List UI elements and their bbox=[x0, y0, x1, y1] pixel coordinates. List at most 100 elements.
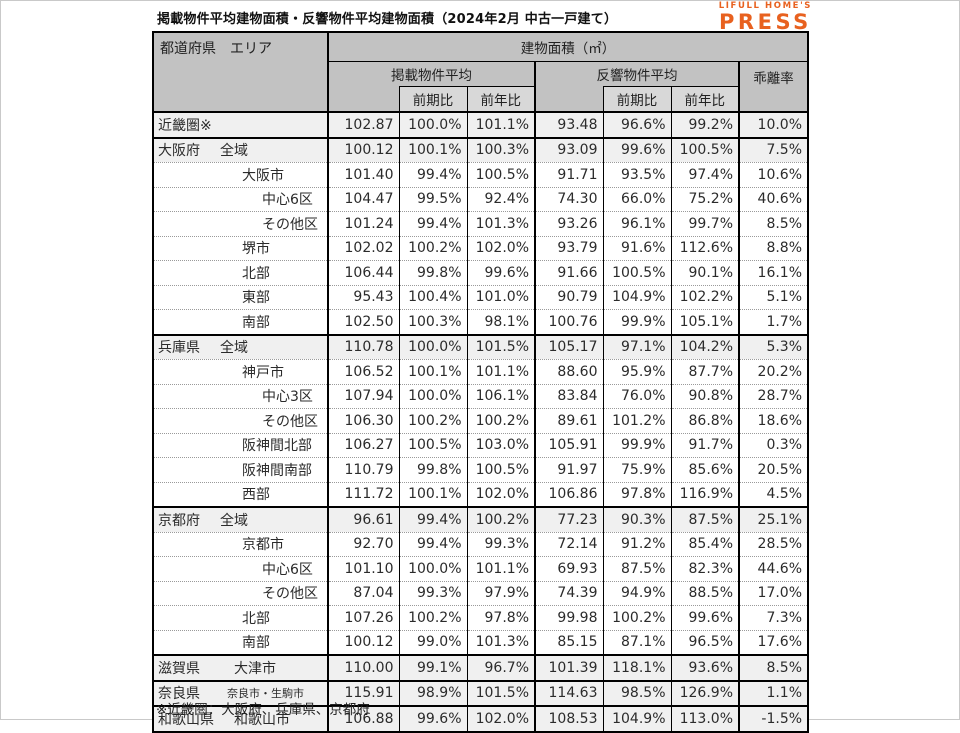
row-label-cell: 奈良県 奈良市・生駒市 bbox=[152, 679, 329, 706]
area-label: 堺市 bbox=[242, 241, 270, 258]
value-cell: 100.5% bbox=[602, 260, 672, 285]
row-label-cell: 北部 bbox=[152, 605, 329, 630]
value-cell: 8.5% bbox=[738, 654, 809, 681]
row-label-cell: 近畿圏※ bbox=[152, 111, 329, 138]
value-cell: 98.5% bbox=[602, 679, 672, 706]
value-cell: 92.70 bbox=[327, 531, 400, 557]
lifull-homes-press-logo: LIFULL HOME'S PRESS bbox=[719, 2, 812, 33]
value-cell: 100.0% bbox=[398, 333, 468, 360]
table-row: 阪神間北部 106.27 100.5% 103.0% 105.91 99.9% 91.7% 0… bbox=[152, 432, 809, 458]
value-cell: 18.6% bbox=[738, 408, 809, 433]
table-row: 滋賀県 大津市 110.00 99.1% 96.7% 101.39 118.1% 93.6% 8… bbox=[152, 654, 809, 681]
table-row: 大阪市 101.40 99.4% 100.5% 91.71 93.5% 97.4% 10.6% bbox=[152, 162, 809, 187]
value-cell: 87.04 bbox=[327, 580, 400, 606]
area-label: 全域 bbox=[220, 143, 248, 160]
area-label: 全域 bbox=[220, 512, 248, 529]
value-cell: 66.0% bbox=[602, 186, 672, 212]
value-cell: 101.3% bbox=[466, 211, 536, 236]
table-row: 南部 102.50 100.3% 98.1% 100.76 99.9% 105.1% 1.7% bbox=[152, 309, 809, 335]
value-cell: 99.3% bbox=[466, 531, 536, 557]
table-row: 京都市 92.70 99.4% 99.3% 72.14 91.2% 85.4% 28.5% bbox=[152, 531, 809, 557]
value-cell: 7.3% bbox=[738, 605, 809, 630]
value-cell: 98.1% bbox=[466, 309, 536, 335]
value-cell: 74.39 bbox=[534, 580, 604, 606]
value-cell: 91.7% bbox=[670, 432, 740, 458]
value-cell: 102.50 bbox=[327, 309, 400, 335]
area-label: 西部 bbox=[242, 487, 270, 504]
value-cell: 106.27 bbox=[327, 432, 400, 458]
value-cell: 114.63 bbox=[534, 679, 604, 706]
area-label: 阪神間北部 bbox=[242, 438, 312, 455]
table-row: 中心6区 101.10 100.0% 101.1% 69.93 87.5% 82.3% 44.… bbox=[152, 556, 809, 581]
area-label: 大津市 bbox=[234, 660, 276, 677]
value-cell: 100.2% bbox=[466, 506, 536, 532]
value-cell: 17.0% bbox=[738, 580, 809, 606]
value-cell: 99.4% bbox=[398, 162, 468, 187]
value-cell: 91.66 bbox=[534, 260, 604, 285]
value-cell: 102.2% bbox=[670, 284, 740, 310]
row-label-cell: 阪神間北部 bbox=[152, 432, 329, 458]
value-cell: 113.0% bbox=[670, 705, 740, 732]
value-cell: 101.3% bbox=[466, 629, 536, 655]
value-cell: 5.1% bbox=[738, 284, 809, 310]
value-cell: 104.2% bbox=[670, 333, 740, 360]
value-cell: 8.8% bbox=[738, 235, 809, 261]
row-label-cell: 中心6区 bbox=[152, 186, 329, 212]
table-row: 北部 107.26 100.2% 97.8% 99.98 100.2% 99.6% 7.3% bbox=[152, 605, 809, 630]
value-cell: 101.2% bbox=[602, 408, 672, 433]
value-cell: 82.3% bbox=[670, 556, 740, 581]
value-cell: 101.1% bbox=[466, 359, 536, 384]
table-row: 阪神間南部 110.79 99.8% 100.5% 91.97 75.9% 85.6% 20.… bbox=[152, 457, 809, 482]
value-cell: 87.5% bbox=[602, 556, 672, 581]
value-cell: 111.72 bbox=[327, 481, 400, 507]
value-cell: 101.39 bbox=[534, 654, 604, 681]
value-cell: 91.71 bbox=[534, 162, 604, 187]
value-cell: 87.7% bbox=[670, 359, 740, 384]
table-row: 堺市 102.02 100.2% 102.0% 93.79 91.6% 112.6% 8.8% bbox=[152, 235, 809, 261]
row-label-cell: 西部 bbox=[152, 481, 329, 507]
row-label-cell: 南部 bbox=[152, 629, 329, 655]
value-cell: 93.6% bbox=[670, 654, 740, 681]
row-label-cell: 大阪府 全域 bbox=[152, 136, 329, 163]
value-cell: 96.7% bbox=[466, 654, 536, 681]
value-cell: 99.4% bbox=[398, 506, 468, 532]
value-cell: 44.6% bbox=[738, 556, 809, 581]
value-cell: 102.0% bbox=[466, 235, 536, 261]
value-cell: 93.5% bbox=[602, 162, 672, 187]
row-label-cell: 南部 bbox=[152, 309, 329, 335]
row-label-cell: 滋賀県 大津市 bbox=[152, 654, 329, 681]
value-cell: 106.86 bbox=[534, 481, 604, 507]
value-cell: 93.48 bbox=[534, 111, 604, 138]
value-cell: 97.4% bbox=[670, 162, 740, 187]
table-header: 都道府県 エリア 建物面積（㎡） 掲載物件平均 反響物件平均 乖離率 前期比 前… bbox=[152, 31, 809, 113]
value-cell: 101.1% bbox=[466, 556, 536, 581]
value-cell: -1.5% bbox=[738, 705, 809, 732]
value-cell: 10.6% bbox=[738, 162, 809, 187]
area-label: 阪神間南部 bbox=[242, 462, 312, 479]
value-cell: 115.91 bbox=[327, 679, 400, 706]
table-row: その他区 87.04 99.3% 97.9% 74.39 94.9% 88.5% 17.0% bbox=[152, 580, 809, 606]
value-cell: 99.8% bbox=[398, 457, 468, 482]
value-cell: 10.0% bbox=[738, 111, 809, 138]
value-cell: 91.97 bbox=[534, 457, 604, 482]
value-cell: 100.0% bbox=[398, 556, 468, 581]
table-row: 中心6区 104.47 99.5% 92.4% 74.30 66.0% 75.2% 40.6% bbox=[152, 186, 809, 212]
value-cell: 25.1% bbox=[738, 506, 809, 532]
value-cell: 100.76 bbox=[534, 309, 604, 335]
value-cell: 100.2% bbox=[602, 605, 672, 630]
value-cell: 5.3% bbox=[738, 333, 809, 360]
value-cell: 97.9% bbox=[466, 580, 536, 606]
value-cell: 91.2% bbox=[602, 531, 672, 557]
value-cell: 101.5% bbox=[466, 333, 536, 360]
building-area-table: 都道府県 エリア 建物面積（㎡） 掲載物件平均 反響物件平均 乖離率 前期比 前… bbox=[152, 31, 810, 733]
header-spacer bbox=[534, 86, 604, 113]
value-cell: 110.00 bbox=[327, 654, 400, 681]
row-label-cell: 神戸市 bbox=[152, 359, 329, 384]
value-cell: 100.1% bbox=[398, 481, 468, 507]
value-cell: 99.9% bbox=[602, 432, 672, 458]
value-cell: 99.9% bbox=[602, 309, 672, 335]
value-cell: 101.0% bbox=[466, 284, 536, 310]
value-cell: 100.2% bbox=[398, 408, 468, 433]
value-cell: 99.4% bbox=[398, 211, 468, 236]
value-cell: 110.78 bbox=[327, 333, 400, 360]
